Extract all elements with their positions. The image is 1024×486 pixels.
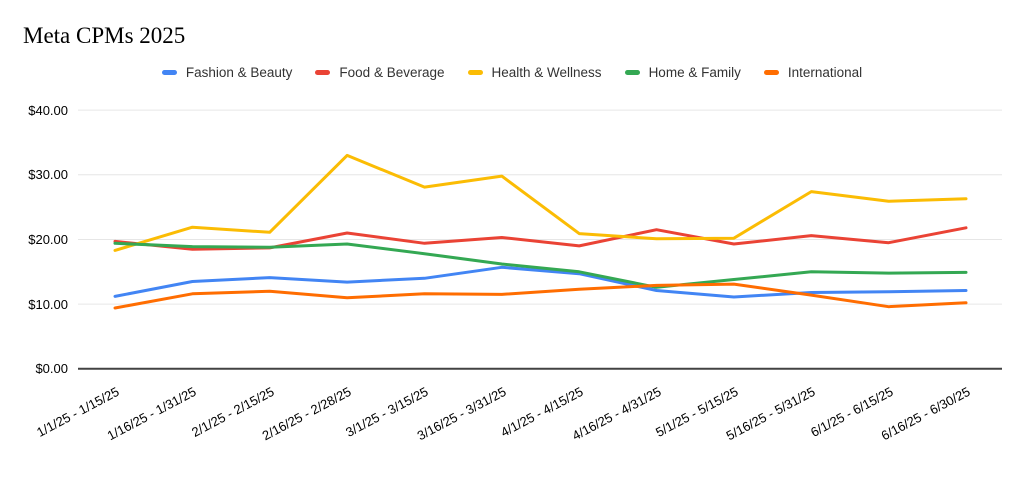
legend-label: International — [787, 64, 863, 80]
legend-label: Fashion & Beauty — [185, 64, 293, 80]
y-tick-label: $0.00 — [35, 361, 68, 377]
legend-swatch-icon — [763, 69, 779, 75]
legend-label: Health & Wellness — [491, 64, 602, 80]
legend-swatch-icon — [161, 69, 177, 75]
legend-label: Home & Family — [648, 64, 741, 80]
legend-item-fashion-beauty[interactable]: Fashion & Beauty — [161, 64, 293, 80]
series-line-international — [113, 282, 968, 310]
series-line-home-family — [113, 241, 968, 289]
legend-item-food-beverage[interactable]: Food & Beverage — [315, 64, 445, 80]
chart-container[interactable]: Meta CPMs 2025 Fashion & Beauty Food & Be… — [0, 0, 1024, 466]
plot-area — [78, 109, 1002, 370]
y-tick-label: $30.00 — [28, 167, 68, 183]
series-line-health-wellness — [113, 153, 968, 252]
legend-swatch-icon — [624, 69, 640, 75]
y-tick-label: $20.00 — [28, 231, 68, 247]
legend-item-international[interactable]: International — [763, 64, 863, 80]
y-tick-label: $10.00 — [28, 296, 68, 312]
legend-swatch-icon — [315, 69, 331, 75]
legend-item-health-wellness[interactable]: Health & Wellness — [467, 64, 602, 80]
legend-label: Food & Beverage — [339, 64, 445, 80]
legend-item-home-family[interactable]: Home & Family — [624, 64, 741, 80]
chart-title: Meta CPMs 2025 — [23, 23, 186, 48]
y-tick-label: $40.00 — [28, 102, 68, 118]
series-line-fashion-beauty — [113, 265, 968, 299]
legend-swatch-icon — [467, 69, 483, 75]
legend: Fashion & Beauty Food & Beverage Health & … — [0, 62, 1024, 82]
